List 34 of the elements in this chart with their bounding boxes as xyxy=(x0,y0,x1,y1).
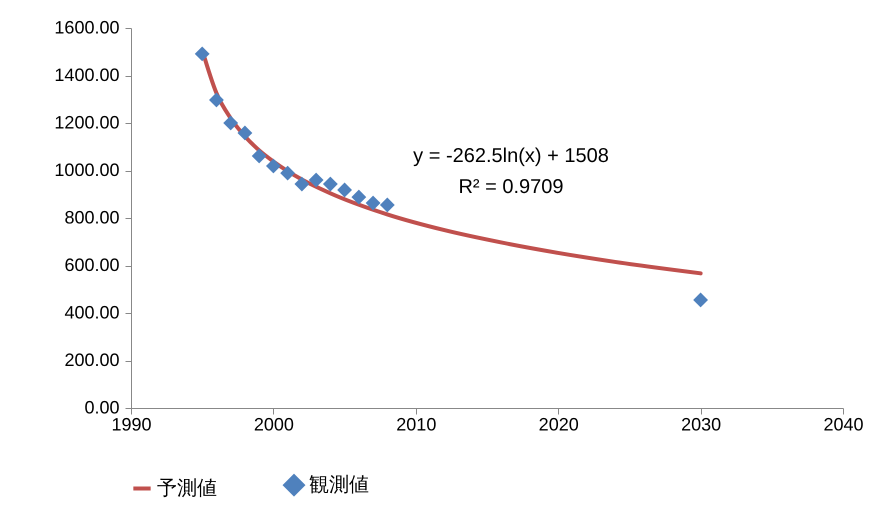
y-tick-label: 1200.00 xyxy=(54,112,120,132)
y-tick-label: 200.00 xyxy=(64,350,120,370)
point xyxy=(322,176,338,192)
point xyxy=(280,166,296,181)
point xyxy=(366,196,380,210)
y-tick-label: 400.00 xyxy=(64,302,120,322)
annotation: R² = 0.9709 xyxy=(458,176,564,198)
x-tick-label: 1990 xyxy=(111,414,152,434)
y-tick-label: 1600.00 xyxy=(54,18,120,38)
legend-label: 観測値 xyxy=(309,474,369,496)
point xyxy=(209,92,224,108)
x-tick-label: 2040 xyxy=(823,414,864,434)
point xyxy=(238,126,252,140)
point xyxy=(194,46,210,62)
x-tick-label: 2000 xyxy=(254,414,294,434)
point xyxy=(294,176,310,192)
point xyxy=(308,172,324,188)
x-tick-label: 2020 xyxy=(538,414,579,434)
legend-label: 予測値 xyxy=(157,478,217,500)
point xyxy=(351,190,366,205)
point xyxy=(252,148,267,164)
y-tick-label: 600.00 xyxy=(64,255,120,275)
y-tick-label: 0.00 xyxy=(84,398,120,418)
y-tick-label: 1000.00 xyxy=(54,160,120,180)
y-tick-label: 800.00 xyxy=(64,208,120,228)
y-tick-label: 1400.00 xyxy=(54,65,120,85)
point xyxy=(266,158,281,174)
x-tick-label: 2030 xyxy=(681,414,722,434)
annotation: y = -262.5ln(x) + 1508 xyxy=(413,145,609,167)
point xyxy=(337,182,352,198)
point xyxy=(693,292,708,308)
point xyxy=(223,116,238,130)
point xyxy=(380,198,395,212)
x-tick-label: 2010 xyxy=(396,414,436,434)
